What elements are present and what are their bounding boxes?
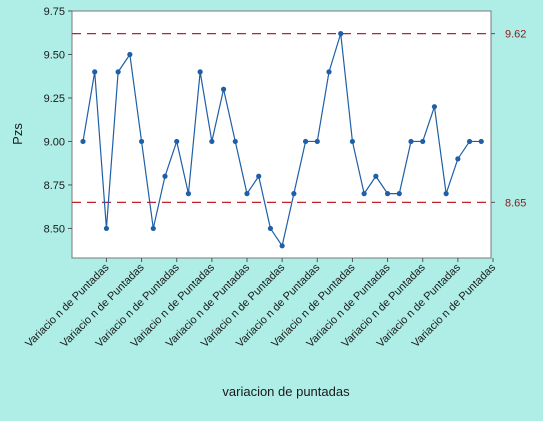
data-point xyxy=(279,243,285,249)
series xyxy=(80,31,484,249)
data-point xyxy=(408,138,414,145)
data-point xyxy=(478,138,484,145)
y-tick-label: 9.25 xyxy=(44,93,65,105)
data-point xyxy=(420,138,426,145)
data-point xyxy=(396,191,402,197)
data-point xyxy=(361,191,367,197)
plot-area xyxy=(71,10,492,259)
data-point xyxy=(92,69,98,75)
reference-lines: 9.62 8.65 xyxy=(72,29,526,209)
y-axis: 8.50 8.75 9.00 9.25 9.50 9.75 xyxy=(44,6,72,235)
data-point xyxy=(455,156,461,162)
data-point xyxy=(244,191,250,197)
data-point xyxy=(349,138,356,145)
data-point xyxy=(80,138,86,145)
data-point xyxy=(431,104,438,110)
data-point xyxy=(466,138,473,145)
y-tick-label: 9.00 xyxy=(44,136,65,148)
reference-label: 8.65 xyxy=(505,197,526,209)
data-point xyxy=(302,138,309,145)
data-point xyxy=(267,225,274,232)
data-point xyxy=(220,86,227,92)
data-point xyxy=(232,138,238,145)
data-point xyxy=(197,69,203,75)
data-point xyxy=(256,173,262,179)
data-point xyxy=(150,225,156,232)
data-point xyxy=(138,138,145,145)
y-axis-title: Pzs xyxy=(10,123,25,145)
data-point xyxy=(373,173,379,179)
data-point xyxy=(174,138,180,145)
data-point xyxy=(326,69,332,75)
data-point xyxy=(338,31,344,37)
data-point xyxy=(103,225,110,232)
y-tick-label: 8.50 xyxy=(44,223,65,235)
data-point xyxy=(291,191,297,197)
y-tick-label: 8.75 xyxy=(44,180,65,192)
y-tick-label: 9.75 xyxy=(44,6,65,18)
data-point xyxy=(162,173,168,179)
data-point xyxy=(127,51,133,58)
data-point xyxy=(115,69,121,75)
data-point xyxy=(443,191,449,197)
data-point xyxy=(185,191,192,197)
data-point xyxy=(384,191,391,197)
data-point xyxy=(314,138,320,145)
data-point xyxy=(209,138,215,145)
x-axis-title: variacion de puntadas xyxy=(222,384,350,399)
y-tick-label: 9.50 xyxy=(44,49,65,61)
reference-label: 9.62 xyxy=(505,29,526,41)
